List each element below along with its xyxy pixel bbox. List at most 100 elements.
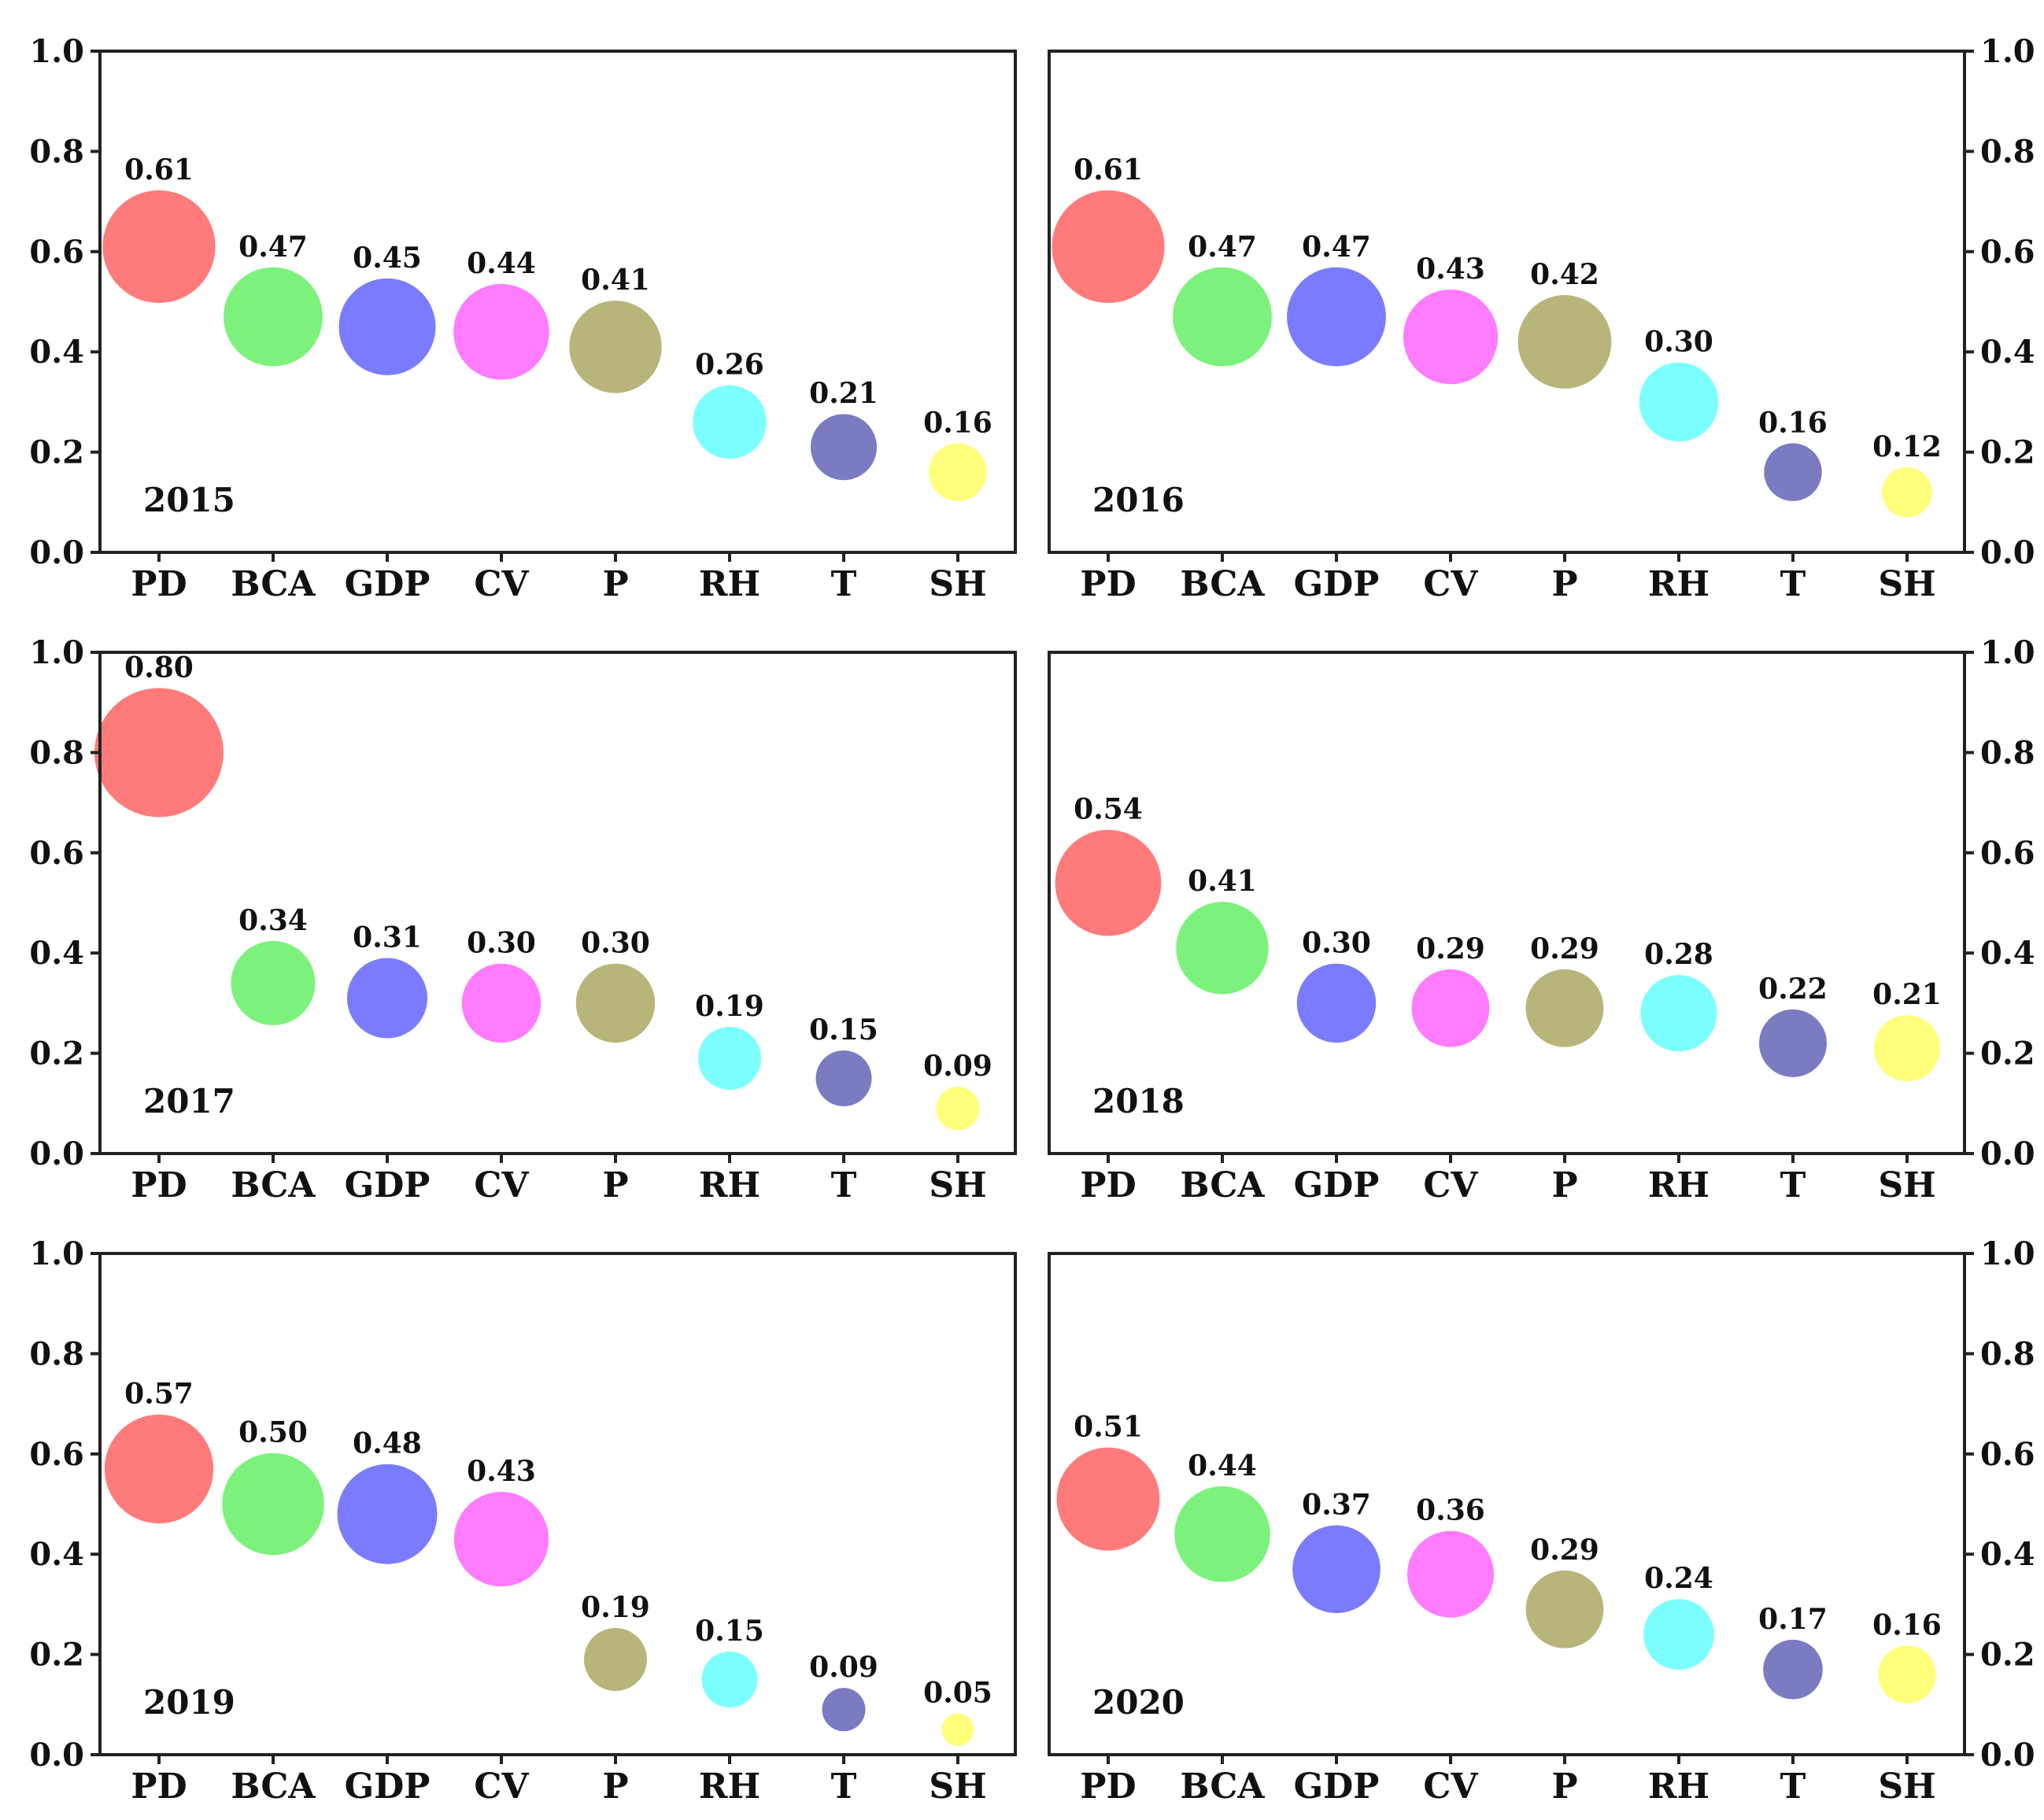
year-label: 2016 bbox=[1092, 481, 1185, 519]
panel-frame bbox=[98, 50, 1017, 554]
x-tick-label-p: P bbox=[602, 564, 628, 604]
data-label-2015-t: 0.21 bbox=[809, 377, 878, 410]
bubble-2018-bca bbox=[1176, 902, 1269, 995]
data-label-2018-pd: 0.54 bbox=[1074, 793, 1143, 826]
bubble-2017-cv bbox=[461, 963, 541, 1043]
bubble-2018-sh bbox=[1874, 1015, 1940, 1082]
x-tick-label-p: P bbox=[1551, 564, 1577, 604]
bubble-2018-t bbox=[1759, 1009, 1827, 1077]
bubble-2017-sh bbox=[936, 1087, 980, 1131]
x-tick-label-cv: CV bbox=[474, 1165, 529, 1205]
bubble-2016-rh bbox=[1639, 362, 1719, 442]
x-tick-label-bca: BCA bbox=[1180, 564, 1265, 604]
y-tick-label: 0.0 bbox=[1980, 1135, 2035, 1172]
y-tick-label: 0.0 bbox=[29, 534, 84, 571]
y-tick-label: 0.8 bbox=[29, 1335, 84, 1372]
data-label-2018-rh: 0.28 bbox=[1644, 938, 1713, 971]
bubble-2020-sh bbox=[1878, 1645, 1936, 1704]
x-tick-label-t: T bbox=[831, 1165, 857, 1205]
y-tick-label: 0.6 bbox=[1980, 1436, 2035, 1473]
bubble-2017-rh bbox=[698, 1026, 761, 1090]
bubble-2018-pd bbox=[1055, 829, 1162, 936]
data-label-2020-p: 0.29 bbox=[1530, 1534, 1599, 1567]
x-tick-label-t: T bbox=[1780, 1165, 1806, 1205]
bubble-2016-bca bbox=[1173, 267, 1272, 367]
bubble-2020-cv bbox=[1407, 1530, 1494, 1618]
data-label-2016-p: 0.42 bbox=[1530, 258, 1599, 291]
y-tick-label: 0.2 bbox=[29, 434, 84, 471]
data-label-2015-bca: 0.47 bbox=[238, 231, 308, 264]
data-label-2017-rh: 0.19 bbox=[695, 990, 764, 1023]
bubble-2015-gdp bbox=[338, 278, 436, 375]
x-tick-label-sh: SH bbox=[929, 564, 986, 604]
data-label-2020-sh: 0.16 bbox=[1872, 1608, 1942, 1641]
x-tick-label-bca: BCA bbox=[1180, 1165, 1265, 1205]
y-tick-label: 0.4 bbox=[1980, 1536, 2035, 1573]
data-label-2020-cv: 0.36 bbox=[1416, 1494, 1485, 1527]
data-label-2017-bca: 0.34 bbox=[238, 904, 308, 937]
data-label-2016-pd: 0.61 bbox=[1074, 153, 1143, 186]
y-tick-label: 0.4 bbox=[1980, 935, 2035, 972]
x-tick-label-gdp: GDP bbox=[345, 1165, 431, 1205]
x-tick-label-cv: CV bbox=[474, 1766, 529, 1807]
x-tick-label-sh: SH bbox=[929, 1766, 986, 1807]
y-tick-label: 0.2 bbox=[1980, 1637, 2035, 1674]
data-label-2016-gdp: 0.47 bbox=[1302, 231, 1371, 264]
bubble-2015-rh bbox=[693, 385, 767, 460]
x-tick-label-t: T bbox=[1780, 1766, 1806, 1807]
x-tick-label-gdp: GDP bbox=[345, 1766, 431, 1807]
x-tick-label-gdp: GDP bbox=[345, 564, 431, 604]
y-tick-label: 0.0 bbox=[29, 1135, 84, 1172]
x-tick-label-pd: PD bbox=[131, 564, 187, 604]
x-tick-label-pd: PD bbox=[131, 1766, 187, 1807]
x-tick-label-rh: RH bbox=[1648, 564, 1709, 604]
data-label-2017-p: 0.30 bbox=[581, 927, 650, 960]
y-tick-label: 0.0 bbox=[1980, 534, 2035, 571]
bubble-2017-t bbox=[815, 1050, 872, 1106]
x-tick-label-bca: BCA bbox=[1180, 1766, 1265, 1807]
bubble-2016-t bbox=[1764, 443, 1822, 501]
x-tick-label-cv: CV bbox=[1423, 1766, 1478, 1807]
panel-frame bbox=[1048, 50, 1966, 554]
x-tick-label-cv: CV bbox=[474, 564, 529, 604]
data-label-2019-bca: 0.50 bbox=[238, 1416, 308, 1449]
y-tick-label: 0.6 bbox=[29, 1436, 84, 1473]
x-tick-label-p: P bbox=[602, 1165, 628, 1205]
bubble-2016-pd bbox=[1052, 190, 1165, 304]
data-label-2018-sh: 0.21 bbox=[1872, 978, 1942, 1011]
bubble-2018-gdp bbox=[1296, 963, 1377, 1043]
data-label-2018-cv: 0.29 bbox=[1416, 932, 1485, 965]
panel-frame bbox=[98, 1252, 1017, 1756]
bubble-2020-p bbox=[1525, 1570, 1604, 1648]
year-label: 2019 bbox=[143, 1683, 235, 1722]
y-tick-label: 0.0 bbox=[1980, 1737, 2035, 1774]
x-tick-label-cv: CV bbox=[1423, 1165, 1478, 1205]
y-tick-label: 0.6 bbox=[1980, 234, 2035, 271]
bubble-2019-p bbox=[584, 1627, 647, 1691]
x-tick-label-rh: RH bbox=[699, 1165, 760, 1205]
y-tick-label: 0.6 bbox=[29, 835, 84, 872]
x-tick-label-p: P bbox=[1551, 1766, 1577, 1807]
bubble-2015-cv bbox=[453, 283, 549, 380]
bubble-2017-gdp bbox=[347, 958, 427, 1039]
bubble-2019-sh bbox=[941, 1713, 974, 1746]
x-tick-label-bca: BCA bbox=[231, 1766, 316, 1807]
x-tick-label-bca: BCA bbox=[231, 564, 316, 604]
y-tick-label: 0.2 bbox=[29, 1036, 84, 1072]
bubble-2015-bca bbox=[224, 267, 323, 367]
data-label-2015-sh: 0.16 bbox=[923, 406, 992, 439]
bubble-2017-p bbox=[575, 963, 656, 1043]
data-label-2018-t: 0.22 bbox=[1758, 973, 1828, 1006]
data-label-2019-cv: 0.43 bbox=[467, 1455, 536, 1488]
y-tick-label: 0.8 bbox=[29, 133, 84, 170]
data-label-2017-pd: 0.80 bbox=[124, 651, 194, 684]
x-tick-label-pd: PD bbox=[131, 1165, 187, 1205]
bubble-2016-cv bbox=[1403, 289, 1499, 385]
x-tick-label-rh: RH bbox=[1648, 1766, 1709, 1807]
data-label-2016-rh: 0.30 bbox=[1644, 326, 1713, 359]
panel-frame bbox=[1048, 651, 1966, 1155]
bubble-2020-rh bbox=[1643, 1599, 1714, 1670]
bubble-2018-rh bbox=[1640, 975, 1717, 1052]
panel-2018: 0.0 0.2 0.4 0.6 0.8 1.0 PD BCA GDP CV P RH T SH 0.54 0.… bbox=[1048, 634, 2035, 1205]
data-label-2015-rh: 0.26 bbox=[695, 349, 764, 382]
